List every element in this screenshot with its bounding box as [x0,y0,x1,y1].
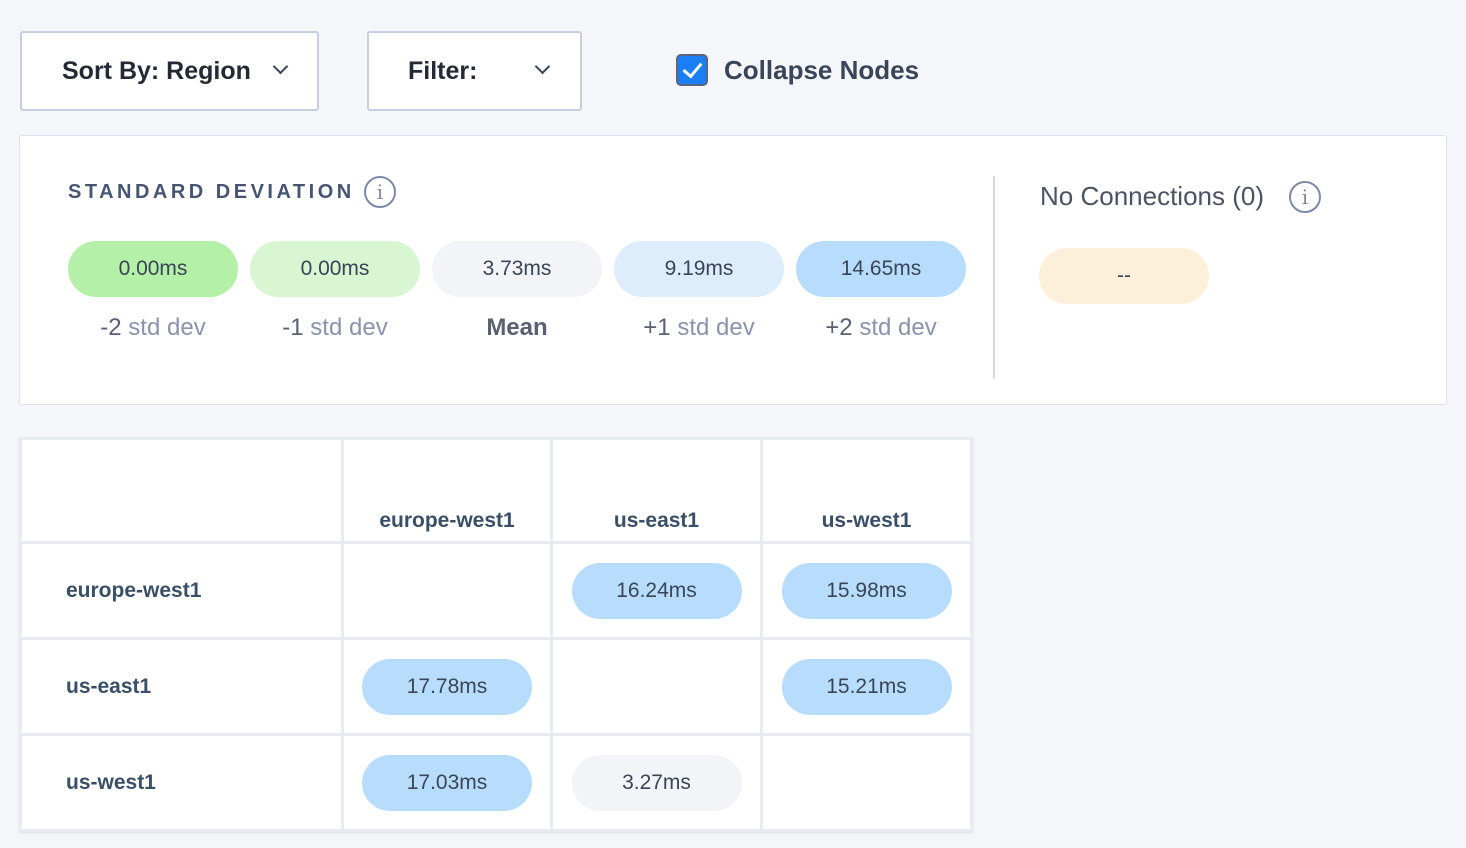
legend-pill: 9.19ms [614,241,784,297]
column-header: europe-west1 [341,437,553,544]
no-connections-pill: -- [1039,248,1209,304]
legend-pill: 0.00ms [250,241,420,297]
chevron-down-icon [534,58,551,75]
legend-label-unit: std dev [303,314,388,341]
latency-pill[interactable]: 17.78ms [362,658,532,715]
collapse-nodes-label[interactable]: Collapse Nodes [724,55,920,85]
legend-label: -2 std dev [68,314,238,342]
sort-by-label: Sort By: Region [62,56,251,85]
chevron-down-icon [272,58,289,75]
legend-pill: 14.65ms [796,241,966,297]
info-icon[interactable]: i [364,176,396,208]
latency-pill[interactable]: 16.24ms [571,562,742,619]
table-row: europe-west1 16.24ms 15.98ms [19,541,973,640]
info-icon[interactable]: i [1289,181,1321,213]
legend-pill: 0.00ms [68,241,238,297]
matrix-cell [760,733,973,832]
legend-label: Mean [432,314,602,342]
matrix-cell: 16.24ms [550,541,763,640]
legend-label-prefix: -1 [282,314,304,341]
no-connections-label: No Connections (0) [1040,181,1264,211]
legend-label-unit: std dev [852,314,937,341]
legend-label: -1 std dev [250,314,420,342]
table-row: us-west1 17.03ms 3.27ms [19,733,973,832]
matrix-cell: 15.21ms [760,637,973,736]
latency-pill[interactable]: 15.98ms [781,562,952,619]
legend-label-prefix: +2 [825,314,853,341]
matrix-cell [550,637,763,736]
row-header: us-east1 [19,637,344,736]
matrix-cell: 3.27ms [550,733,763,832]
sort-by-dropdown[interactable]: Sort By: Region [20,31,319,111]
column-header: us-east1 [550,437,763,544]
legend-label-prefix: +1 [643,314,671,341]
legend-title: STANDARD DEVIATION [68,181,355,203]
legend-label: +2 std dev [796,314,966,342]
table-row: us-east1 17.78ms 15.21ms [19,637,973,736]
matrix-cell: 17.78ms [341,637,553,736]
filter-label: Filter: [408,56,478,85]
legend-label-unit: std dev [670,314,755,341]
matrix-cell [341,541,553,640]
row-header: us-west1 [19,733,344,832]
legend-pill: 3.73ms [432,241,602,297]
legend-label-prefix: -2 [100,314,122,341]
corner-cell [19,437,344,544]
latency-pill[interactable]: 15.21ms [781,658,952,715]
row-header: europe-west1 [19,541,344,640]
latency-matrix: europe-west1 us-east1 us-west1 europe-we… [19,437,973,832]
matrix-cell: 17.03ms [341,733,553,832]
legend-panel: STANDARD DEVIATION i 0.00ms -2 std dev 0.… [19,135,1447,405]
filter-dropdown[interactable]: Filter: [367,31,582,111]
legend-label: +1 std dev [614,314,784,342]
legend-label-unit: std dev [121,314,206,341]
column-header: us-west1 [760,437,973,544]
legend-label-prefix: Mean [486,314,548,341]
matrix-cell: 15.98ms [760,541,973,640]
latency-pill[interactable]: 3.27ms [571,754,742,811]
collapse-nodes-checkbox[interactable] [676,54,708,86]
latency-pill[interactable]: 17.03ms [362,754,532,811]
divider [993,176,995,379]
